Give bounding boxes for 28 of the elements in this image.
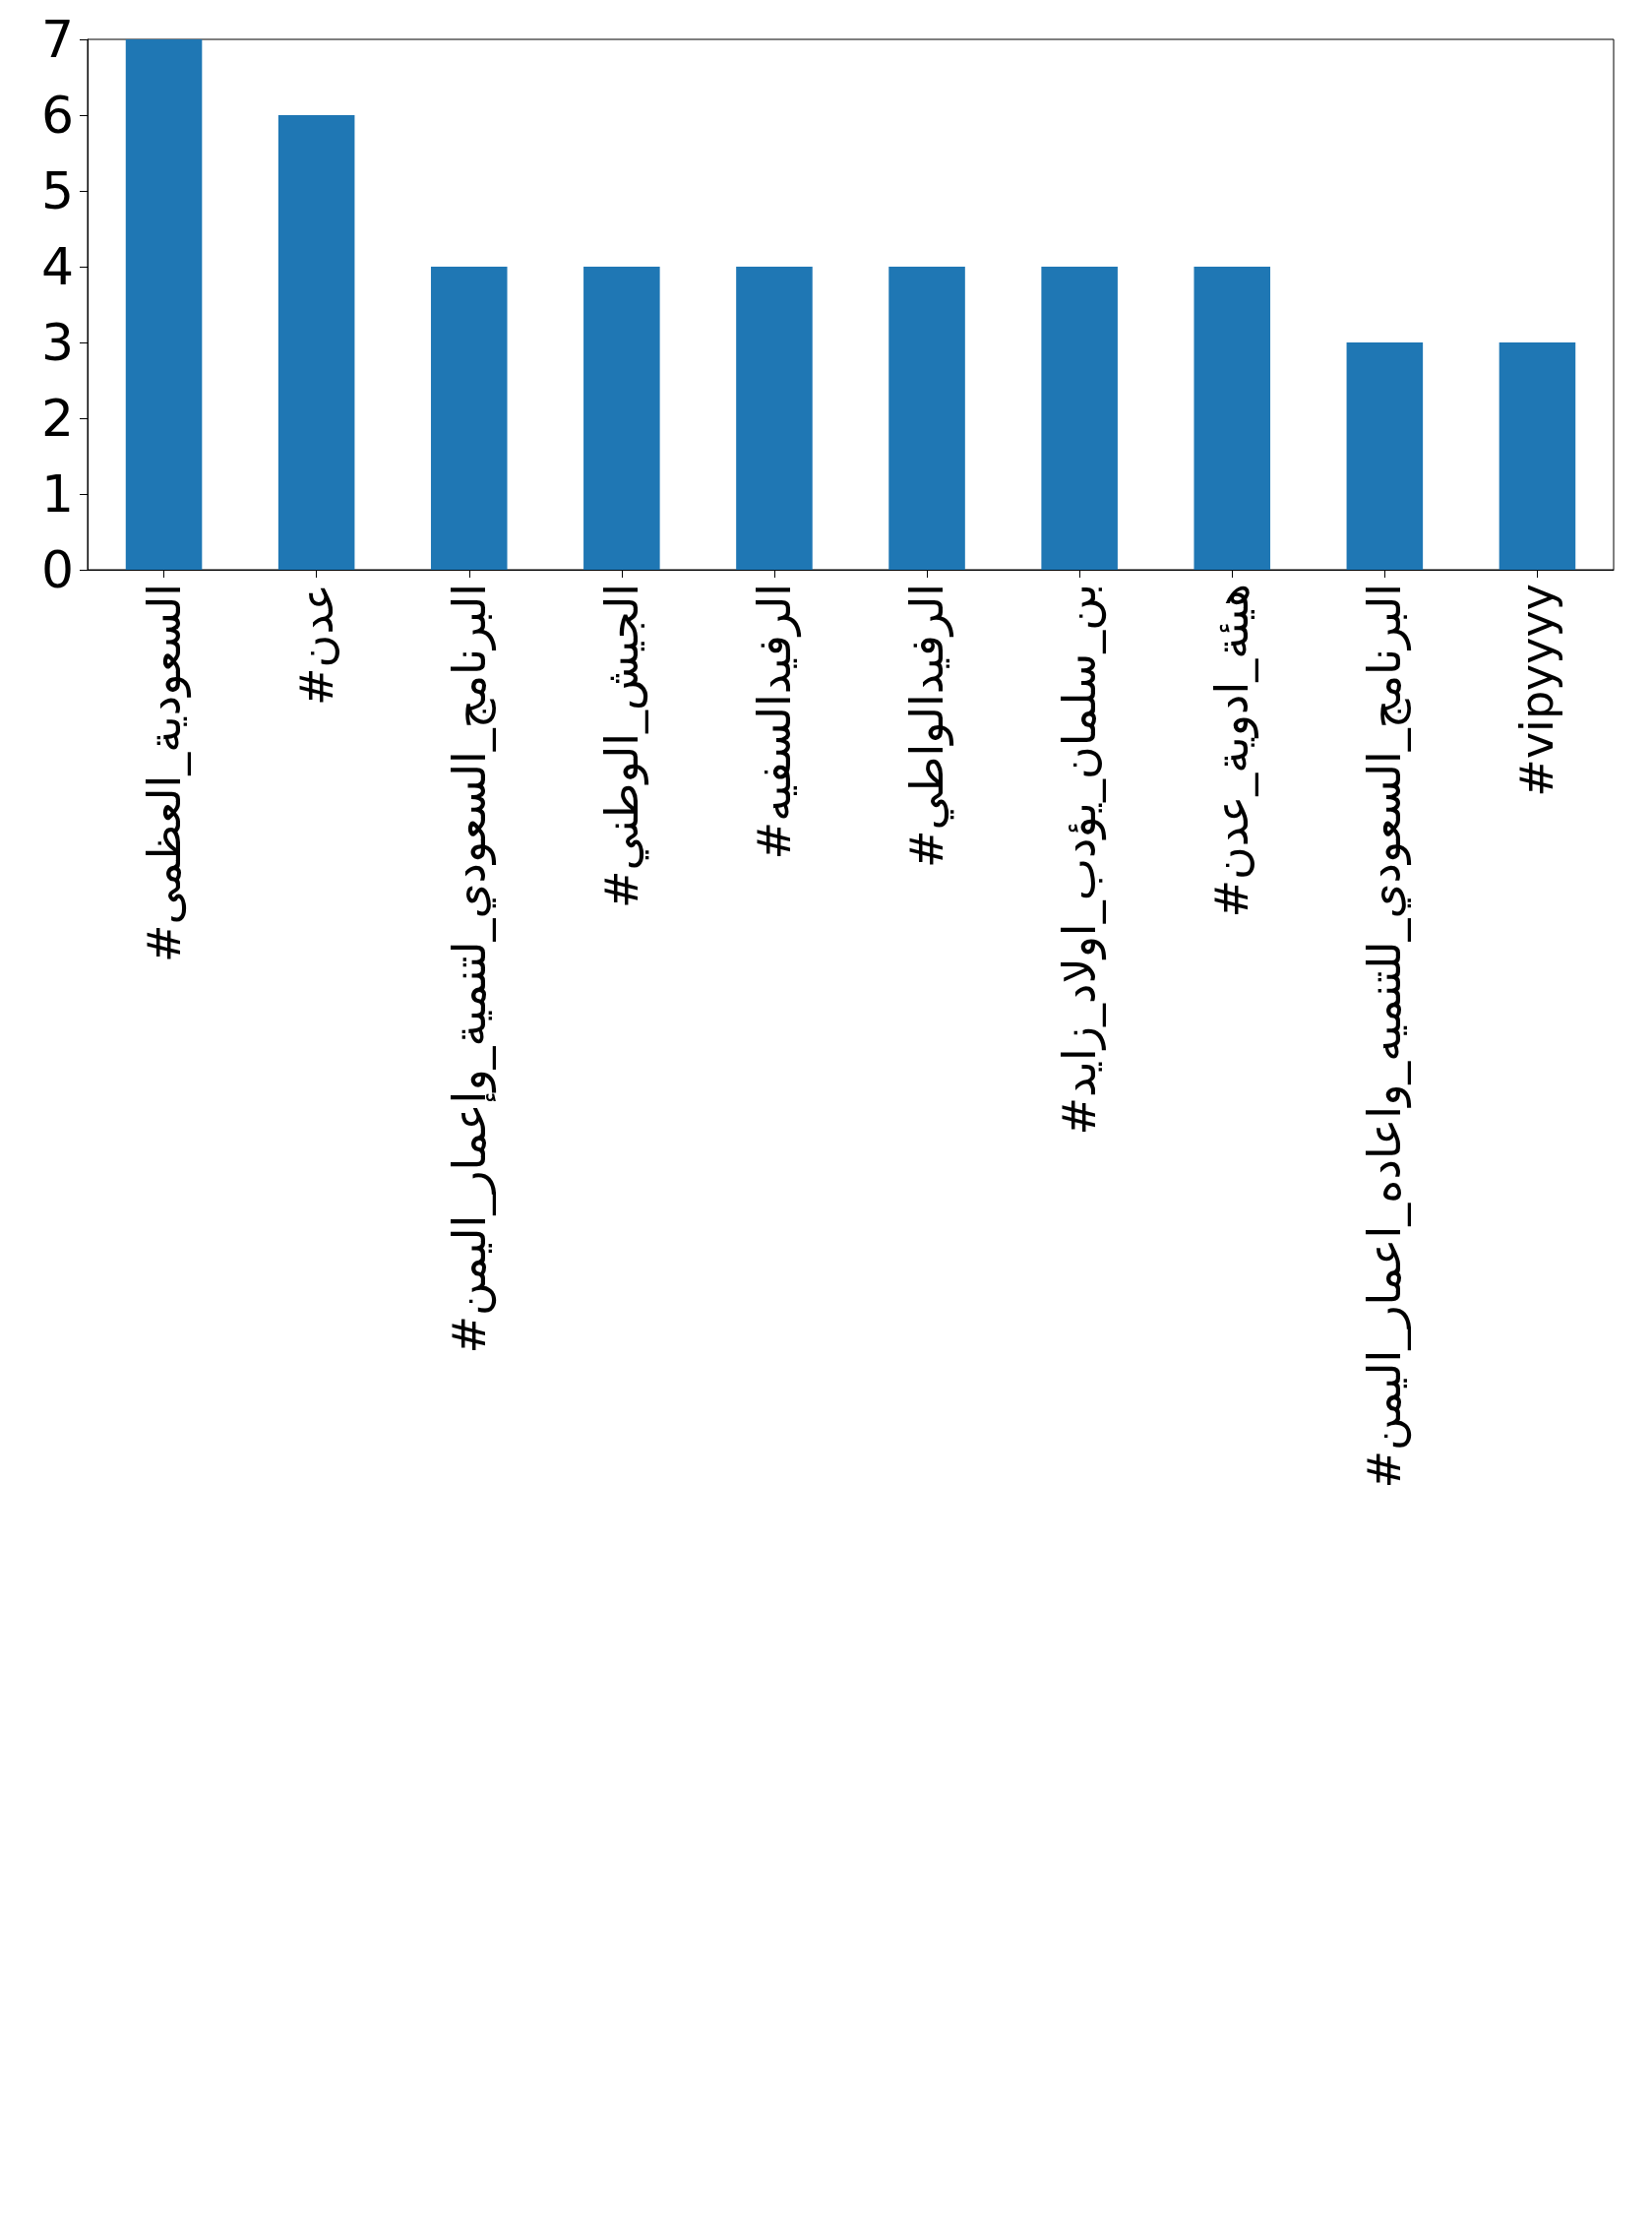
x-tick-label: #البرنامج_السعودي_للتنميه_واعاده_اعمار_اليمن <box>1358 584 1413 1489</box>
y-tick-label: 1 <box>40 464 74 524</box>
x-tick-label: #الرفيدالسفيه <box>747 584 802 860</box>
y-tick-label: 7 <box>40 10 74 69</box>
y-tick-label: 3 <box>40 313 74 372</box>
bar <box>430 267 508 570</box>
x-tick-label: #السعودية_العظمى <box>137 584 192 962</box>
y-tick-label: 0 <box>40 540 74 599</box>
bar <box>1346 342 1424 570</box>
bar <box>277 115 355 570</box>
bar <box>125 39 203 570</box>
bar <box>583 267 660 570</box>
x-tick-label: #عدن <box>289 584 343 706</box>
bar <box>736 267 813 570</box>
x-tick-label: #بن_سلمان_يؤدب_اولاد_زايد <box>1053 584 1108 1136</box>
y-tick-label: 2 <box>40 389 74 448</box>
bar <box>1041 267 1118 570</box>
y-tick-label: 4 <box>40 237 74 296</box>
x-tick-label: #الجيش_الوطني <box>594 584 649 908</box>
bar <box>1193 267 1271 570</box>
bar <box>888 267 965 570</box>
y-tick-label: 5 <box>40 161 74 220</box>
x-tick-label: #البرنامج_السعودي_لتنمية_وإعمار_اليمن <box>442 584 497 1354</box>
x-tick-label: #الرفيدالواطي <box>900 584 955 869</box>
y-tick-label: 6 <box>40 86 74 145</box>
bar <box>1499 342 1576 570</box>
x-tick-label: #هيئة_ادوية_عدن <box>1205 584 1260 918</box>
x-tick-label: #vipyyyy <box>1510 584 1564 797</box>
